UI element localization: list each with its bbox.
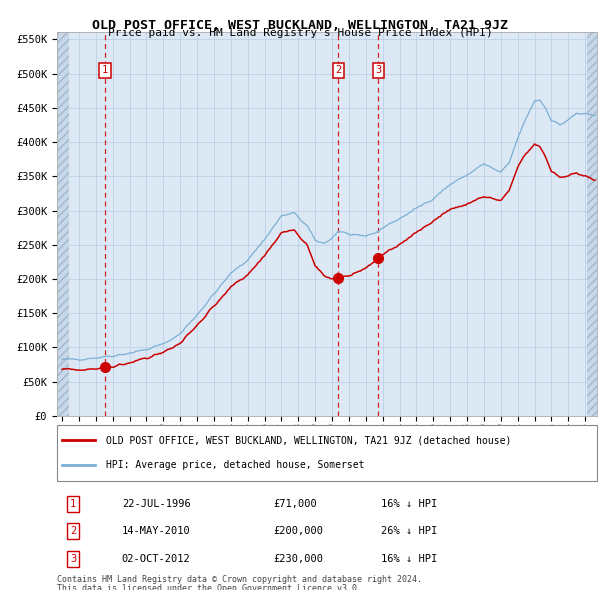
Text: 14-MAY-2010: 14-MAY-2010 [122,526,191,536]
Text: 2: 2 [335,65,341,75]
Text: £71,000: £71,000 [273,499,317,509]
Text: OLD POST OFFICE, WEST BUCKLAND, WELLINGTON, TA21 9JZ (detached house): OLD POST OFFICE, WEST BUCKLAND, WELLINGT… [106,435,511,445]
Text: This data is licensed under the Open Government Licence v3.0.: This data is licensed under the Open Gov… [57,584,362,590]
Text: 16% ↓ HPI: 16% ↓ HPI [381,499,437,509]
Text: 26% ↓ HPI: 26% ↓ HPI [381,526,437,536]
Text: 1: 1 [70,499,76,509]
Text: OLD POST OFFICE, WEST BUCKLAND, WELLINGTON, TA21 9JZ: OLD POST OFFICE, WEST BUCKLAND, WELLINGT… [92,19,508,32]
Text: 3: 3 [376,65,382,75]
Text: 2: 2 [70,526,76,536]
Text: Contains HM Land Registry data © Crown copyright and database right 2024.: Contains HM Land Registry data © Crown c… [57,575,422,584]
Text: 16% ↓ HPI: 16% ↓ HPI [381,553,437,563]
Text: £200,000: £200,000 [273,526,323,536]
Bar [57,5,69,416]
Text: 3: 3 [70,553,76,563]
Text: HPI: Average price, detached house, Somerset: HPI: Average price, detached house, Some… [106,460,364,470]
Text: 1: 1 [102,65,108,75]
Text: £230,000: £230,000 [273,553,323,563]
Text: 22-JUL-1996: 22-JUL-1996 [122,499,191,509]
Text: 02-OCT-2012: 02-OCT-2012 [122,553,191,563]
Bar [587,5,597,416]
Text: Price paid vs. HM Land Registry's House Price Index (HPI): Price paid vs. HM Land Registry's House … [107,28,493,38]
